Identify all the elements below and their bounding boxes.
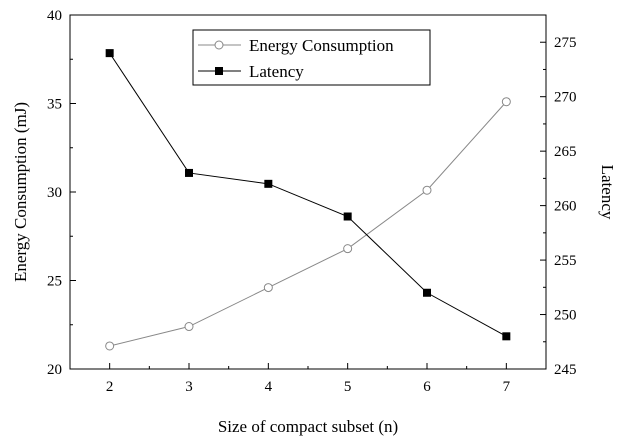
data-point-left	[214, 40, 224, 50]
data-point-left	[501, 97, 511, 107]
x-tick-label: 7	[503, 379, 511, 395]
series-line	[109, 101, 507, 347]
left-y-tick-label: 25	[47, 274, 62, 290]
legend-entry-latency: Latency	[198, 62, 304, 81]
x-axis-title: Size of compact subset (n)	[218, 417, 398, 436]
data-point-right	[343, 212, 352, 221]
x-tick-label: 3	[185, 379, 193, 395]
x-tick-label: 2	[106, 379, 114, 395]
data-point-left	[422, 185, 432, 195]
legend: Energy Consumption Latency	[192, 29, 431, 86]
data-point-right	[423, 288, 431, 297]
right-y-axis: 245 250 255 260 265 270 275	[540, 35, 577, 378]
right-y-tick-label: 245	[554, 362, 577, 378]
series-0	[105, 97, 511, 351]
legend-label-latency: Latency	[249, 62, 304, 81]
left-y-tick-label: 40	[47, 8, 62, 24]
right-y-tick-label: 265	[554, 144, 577, 160]
right-y-tick-label: 255	[554, 253, 577, 269]
data-point-right	[185, 168, 193, 177]
right-y-tick-label: 250	[554, 308, 577, 324]
legend-label-energy-consumption: Energy Consumption	[249, 36, 394, 55]
left-y-tick-label: 30	[47, 185, 62, 201]
data-point-left	[343, 244, 353, 254]
left-y-tick-label: 20	[47, 362, 62, 378]
right-y-axis-title: Latency	[598, 165, 617, 220]
legend-entry-energy-consumption: Energy Consumption	[198, 36, 394, 55]
right-y-tick-label: 260	[554, 199, 577, 215]
series-line	[109, 52, 507, 337]
data-point-right	[105, 49, 114, 58]
right-y-tick-label: 270	[554, 90, 577, 106]
data-point-right	[502, 332, 511, 341]
data-point-left	[184, 322, 194, 332]
data-point-right	[264, 179, 273, 188]
x-tick-label: 5	[344, 379, 352, 395]
data-point-left	[105, 341, 115, 351]
left-y-axis: 20 25 30 35 40	[47, 8, 76, 378]
series-1	[105, 49, 511, 341]
left-y-tick-label: 35	[47, 97, 62, 113]
x-tick-label: 6	[423, 379, 431, 395]
left-y-axis-title: Energy Consumption (mJ)	[11, 102, 30, 282]
legend-box	[192, 29, 431, 86]
x-tick-label: 4	[265, 379, 273, 395]
data-point-right	[215, 67, 223, 75]
right-y-tick-label: 275	[554, 35, 577, 51]
data-point-left	[263, 283, 273, 293]
series-layer	[105, 49, 511, 351]
